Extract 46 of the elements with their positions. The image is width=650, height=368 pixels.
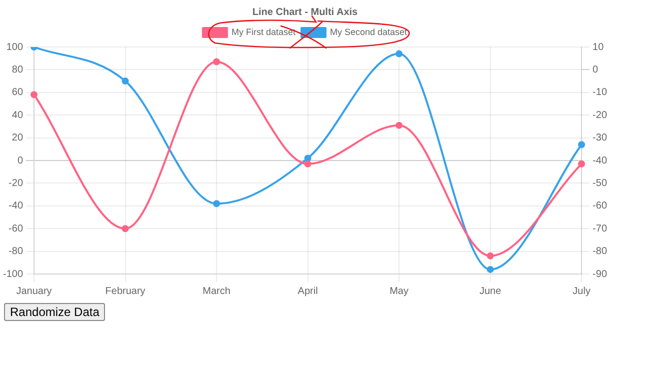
y2-tick-label: -70 [592, 223, 608, 234]
legend-label: My Second dataset [330, 26, 408, 37]
y2-tick-label: -50 [592, 178, 608, 189]
y2-tick-label: -30 [592, 132, 608, 144]
point [122, 78, 129, 85]
y2-tick-label: -40 [592, 155, 608, 166]
point [578, 141, 586, 148]
y2-tick-label: 0 [592, 64, 599, 76]
x-tick-label: March [202, 286, 230, 297]
x-tick-label: July [572, 286, 590, 297]
point [578, 160, 586, 168]
y-tick-label: -80 [8, 246, 24, 258]
y-tick-label: -100 [3, 268, 24, 280]
point [396, 50, 403, 58]
y-tick-label: 100 [6, 42, 24, 53]
y2-tick-label: -10 [592, 87, 608, 98]
y2-tick-label: -80 [592, 246, 608, 258]
x-tick-label: May [390, 286, 408, 297]
point [30, 91, 38, 98]
y2-tick-label: -20 [592, 110, 608, 121]
point [486, 266, 494, 273]
x-tick-label: April [298, 286, 318, 297]
y-tick-label: -60 [8, 223, 24, 234]
x-tick-label: June [479, 286, 502, 297]
y2-tick-label: -60 [592, 200, 608, 212]
point [213, 200, 220, 208]
x-tick-label: February [105, 286, 146, 297]
y-tick-label: 40 [12, 110, 24, 121]
legend-label: My First dataset [231, 26, 296, 37]
y-tick-label: 20 [12, 132, 24, 144]
point [486, 252, 494, 260]
y-tick-label: 0 [17, 155, 24, 166]
y-tick-label: -40 [8, 200, 24, 212]
y2-tick-label: -90 [592, 268, 608, 280]
text: Randomize Data [4, 303, 106, 321]
point [213, 58, 220, 66]
point [122, 225, 129, 232]
point [304, 160, 312, 168]
point [396, 122, 403, 129]
y-tick-label: -20 [8, 178, 24, 189]
chart-title: Line Chart - Multi Axis [252, 6, 358, 18]
y2-tick-label: 10 [592, 42, 604, 53]
x-tick-label: January [16, 286, 52, 297]
point [304, 154, 312, 162]
y-tick-label: 80 [12, 64, 24, 76]
y-tick-label: 60 [12, 87, 24, 98]
